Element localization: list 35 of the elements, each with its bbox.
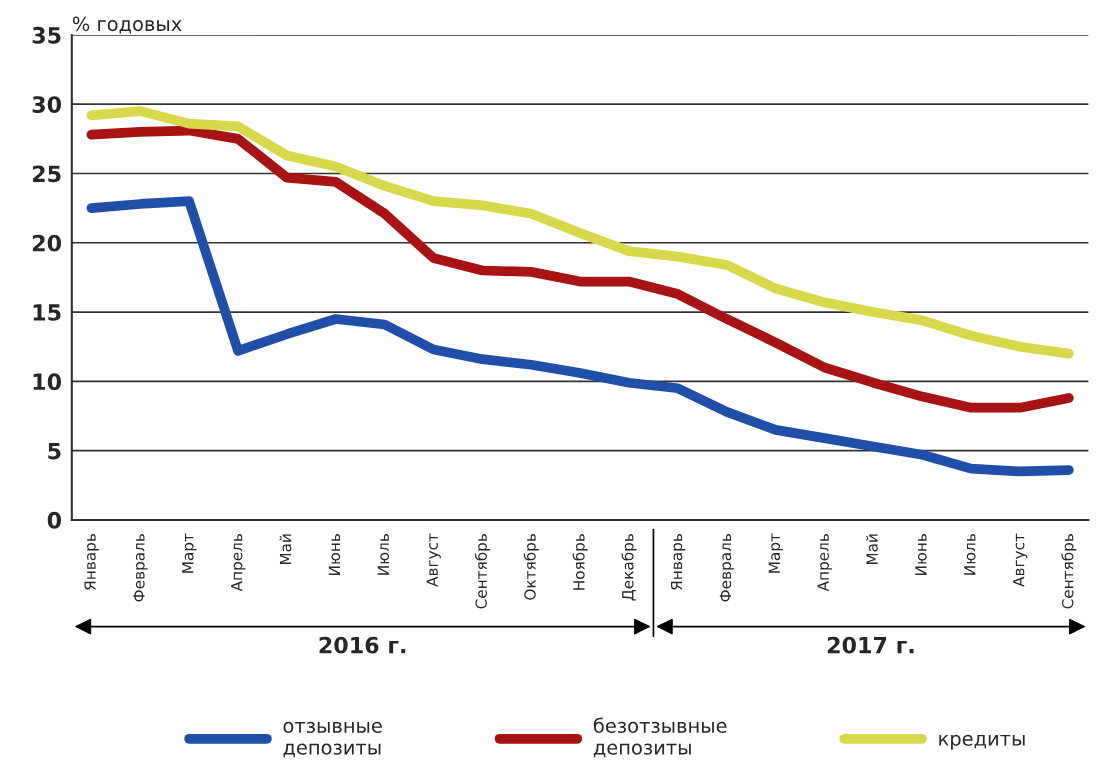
y-tick-label: 35 (32, 26, 61, 44)
x-tick-label: Сентябрь (474, 534, 490, 609)
text: 2017 г. (827, 636, 914, 654)
x-tick-label: Июль (964, 534, 976, 575)
x-tick-label: Июнь (915, 534, 927, 575)
x-tick-label: Октябрь (523, 534, 539, 600)
legend-label: кредиты (939, 734, 1025, 750)
legend-label: безотзывные депозиты (593, 717, 727, 758)
x-tick-label: Ноябрь (572, 534, 588, 590)
y-tick-label: 20 (32, 234, 62, 252)
text: 2016 г. (319, 636, 406, 654)
x-tick-label: Август (1013, 533, 1028, 587)
x-tick-label: Декабрь (621, 534, 637, 601)
x-tick-label: Апрель (817, 534, 832, 592)
x-tick-label: Март (768, 533, 784, 573)
y-tick-label: 0 (47, 511, 62, 529)
x-tick-label: Август (426, 533, 441, 587)
x-tick-label: Февраль (719, 534, 735, 602)
y-tick-label: 25 (32, 165, 61, 183)
x-tick-label: Апрель (231, 534, 246, 592)
y-tick-label: 10 (33, 373, 62, 391)
x-tick-label: Январь (84, 534, 99, 590)
x-tick-label: Сентябрь (1061, 534, 1077, 609)
x-tick-label: Июнь (328, 534, 341, 575)
y-tick-label: 5 (48, 442, 61, 460)
x-tick-label: Май (866, 534, 878, 565)
legend-label: отзывные депозиты (283, 721, 382, 758)
x-tick-label: Июль (377, 534, 390, 575)
x-tick-label: Май (279, 534, 292, 565)
x-tick-label: Февраль (133, 534, 148, 602)
y-tick-label: 15 (33, 304, 61, 321)
y-tick-label: 30 (32, 96, 62, 113)
y-axis-title: % годовых (72, 16, 182, 34)
x-tick-label: Январь (670, 534, 686, 590)
x-tick-label: Март (182, 533, 197, 573)
